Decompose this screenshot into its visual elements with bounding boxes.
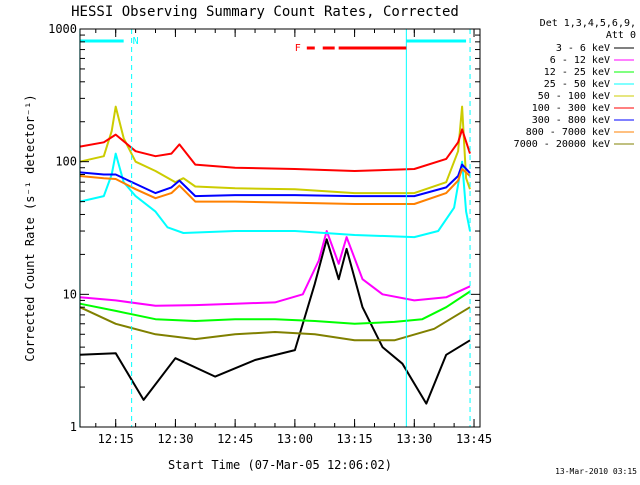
x-tick-label-2: 12:45 [217, 432, 253, 446]
x-tick-label-5: 13:30 [396, 432, 432, 446]
series-line-1 [79, 230, 471, 307]
legend-header-1: Att 0 [606, 30, 636, 41]
series-line-4 [79, 105, 471, 195]
x-tick-label-4: 13:15 [337, 432, 373, 446]
series-line-2 [79, 290, 471, 325]
series-line-3 [79, 152, 471, 239]
legend-label-1: 6 - 12 keV [550, 55, 610, 66]
x-axis-label: Start Time (07-Mar-05 12:06:02) [168, 458, 392, 472]
y-tick-label-2: 100 [55, 155, 77, 169]
y-tick-label-0: 1 [70, 420, 77, 434]
legend-header-0: Det 1,3,4,5,6,9, [540, 18, 636, 29]
legend-label-0: 3 - 6 keV [556, 43, 610, 54]
chart-title: HESSI Observing Summary Count Rates, Cor… [71, 4, 459, 20]
legend-label-4: 50 - 100 keV [538, 91, 610, 102]
flare-label: F [295, 43, 301, 54]
series-line-6 [79, 163, 471, 198]
x-tick-label-0: 12:15 [98, 432, 134, 446]
x-axis: 12:15 12:30 12:45 13:00 13:15 13:30 13:45 [95, 29, 492, 446]
x-tick-label-1: 12:30 [157, 432, 193, 446]
series-line-0 [79, 238, 471, 405]
legend-label-6: 300 - 800 keV [532, 115, 610, 126]
y-axis: 1 10 100 1000 [48, 22, 480, 434]
y-axis-label: Corrected Count Rate (s⁻¹ detector⁻¹) [23, 94, 37, 361]
legend-label-7: 800 - 7000 keV [526, 127, 610, 138]
night-label: N [133, 36, 139, 47]
y-tick-label-1: 10 [63, 287, 77, 301]
y-tick-label-3: 1000 [48, 22, 77, 36]
footer-timestamp: 13-Mar-2010 03:15 [555, 467, 637, 476]
series-line-7 [79, 168, 471, 205]
x-tick-label-3: 13:00 [277, 432, 313, 446]
series-line-5 [79, 128, 471, 172]
legend-label-3: 25 - 50 keV [544, 79, 610, 90]
series-line-8 [79, 306, 471, 342]
plot-frame [79, 28, 481, 428]
legend-label-2: 12 - 25 keV [544, 67, 610, 78]
legend-label-8: 7000 - 20000 keV [514, 139, 610, 150]
legend-label-5: 100 - 300 keV [532, 103, 610, 114]
plot-marks: NF [79, 29, 471, 427]
x-tick-label-6: 13:45 [456, 432, 492, 446]
